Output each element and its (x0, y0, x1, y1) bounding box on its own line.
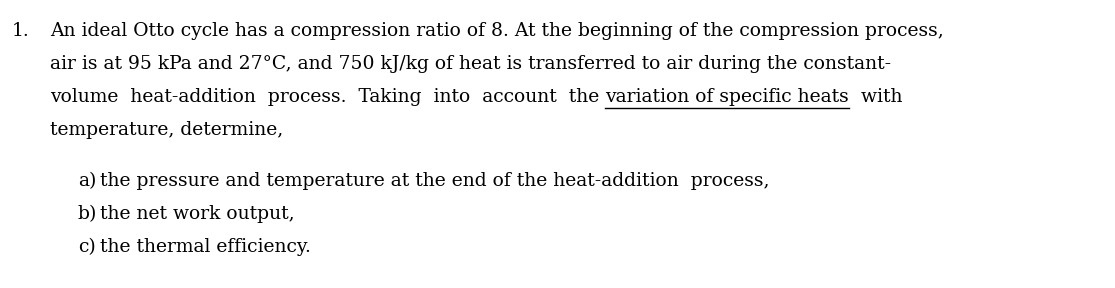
Text: the pressure and temperature at the end of the heat-addition  process,: the pressure and temperature at the end … (100, 172, 769, 190)
Text: volume  heat-addition  process.  Taking  into  account  the: volume heat-addition process. Taking int… (50, 88, 605, 106)
Text: variation of specific heats: variation of specific heats (605, 88, 849, 106)
Text: temperature, determine,: temperature, determine, (50, 121, 283, 139)
Text: An ideal Otto cycle has a compression ratio of 8. At the beginning of the compre: An ideal Otto cycle has a compression ra… (50, 22, 943, 40)
Text: the net work output,: the net work output, (100, 205, 294, 223)
Text: c): c) (78, 238, 96, 256)
Text: 1.: 1. (12, 22, 30, 40)
Text: with: with (849, 88, 902, 106)
Text: b): b) (78, 205, 97, 223)
Text: air is at 95 kPa and 27°C, and 750 kJ/kg of heat is transferred to air during th: air is at 95 kPa and 27°C, and 750 kJ/kg… (50, 55, 891, 73)
Text: the thermal efficiency.: the thermal efficiency. (100, 238, 311, 256)
Text: a): a) (78, 172, 96, 190)
